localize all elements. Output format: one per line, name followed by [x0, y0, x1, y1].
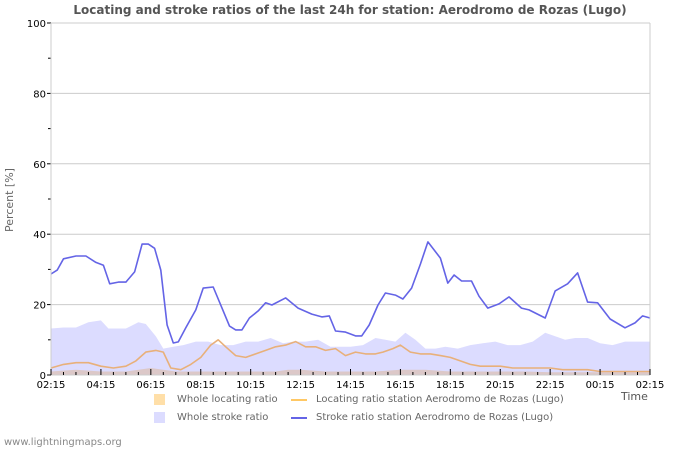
x-tick-label: 02:15 — [636, 380, 665, 391]
x-tick-label: 12:15 — [286, 380, 315, 391]
area-series — [51, 320, 650, 375]
y-axis-label: Percent [%] — [3, 168, 16, 232]
x-tick-label: 04:15 — [87, 380, 116, 391]
x-tick-label: 10:15 — [236, 380, 265, 391]
x-tick-label: 14:15 — [336, 380, 365, 391]
x-tick-label: 16:15 — [386, 380, 415, 391]
y-tick-label: 40 — [33, 230, 46, 241]
legend-label: Whole stroke ratio — [177, 412, 269, 423]
station-locating-line — [50, 339, 650, 373]
x-tick-label: 08:15 — [186, 380, 215, 391]
station-stroke-line-icon — [291, 417, 307, 419]
y-tick-label: 0 — [40, 371, 46, 382]
axes — [47, 22, 651, 376]
legend-label: Locating ratio station Aerodromo de Roza… — [316, 394, 564, 405]
y-tick-label: 60 — [33, 160, 46, 171]
y-tick-label: 80 — [33, 89, 46, 100]
source-footer: www.lightningmaps.org — [4, 437, 122, 448]
x-tick-label: 06:15 — [136, 380, 165, 391]
y-tick-label: 100 — [27, 19, 46, 30]
tick-labels: 0 20 40 60 80 100 02:15 04:15 06:15 08:15 10:15 12:… — [27, 19, 665, 391]
x-tick-label: 18:15 — [436, 380, 465, 391]
x-tick-label: 02:15 — [37, 380, 66, 391]
station-locating-line-icon — [291, 399, 307, 401]
x-tick-label: 20:15 — [486, 380, 515, 391]
x-axis-label: Time — [621, 390, 648, 403]
y-tick-label: 20 — [33, 301, 46, 312]
x-tick-label: 22:15 — [536, 380, 565, 391]
chart-title: Locating and stroke ratios of the last 2… — [73, 3, 627, 17]
legend-label: Whole locating ratio — [177, 394, 278, 405]
grid-lines — [51, 22, 650, 306]
line-series — [50, 241, 651, 373]
x-tick-label: 00:15 — [586, 380, 615, 391]
legend-label: Stroke ratio station Aerodromo de Rozas … — [316, 412, 554, 423]
whole-stroke-swatch-icon — [154, 412, 165, 423]
whole-locating-swatch-icon — [154, 394, 165, 405]
station-stroke-line — [50, 241, 651, 344]
whole-stroke-area — [51, 320, 650, 375]
